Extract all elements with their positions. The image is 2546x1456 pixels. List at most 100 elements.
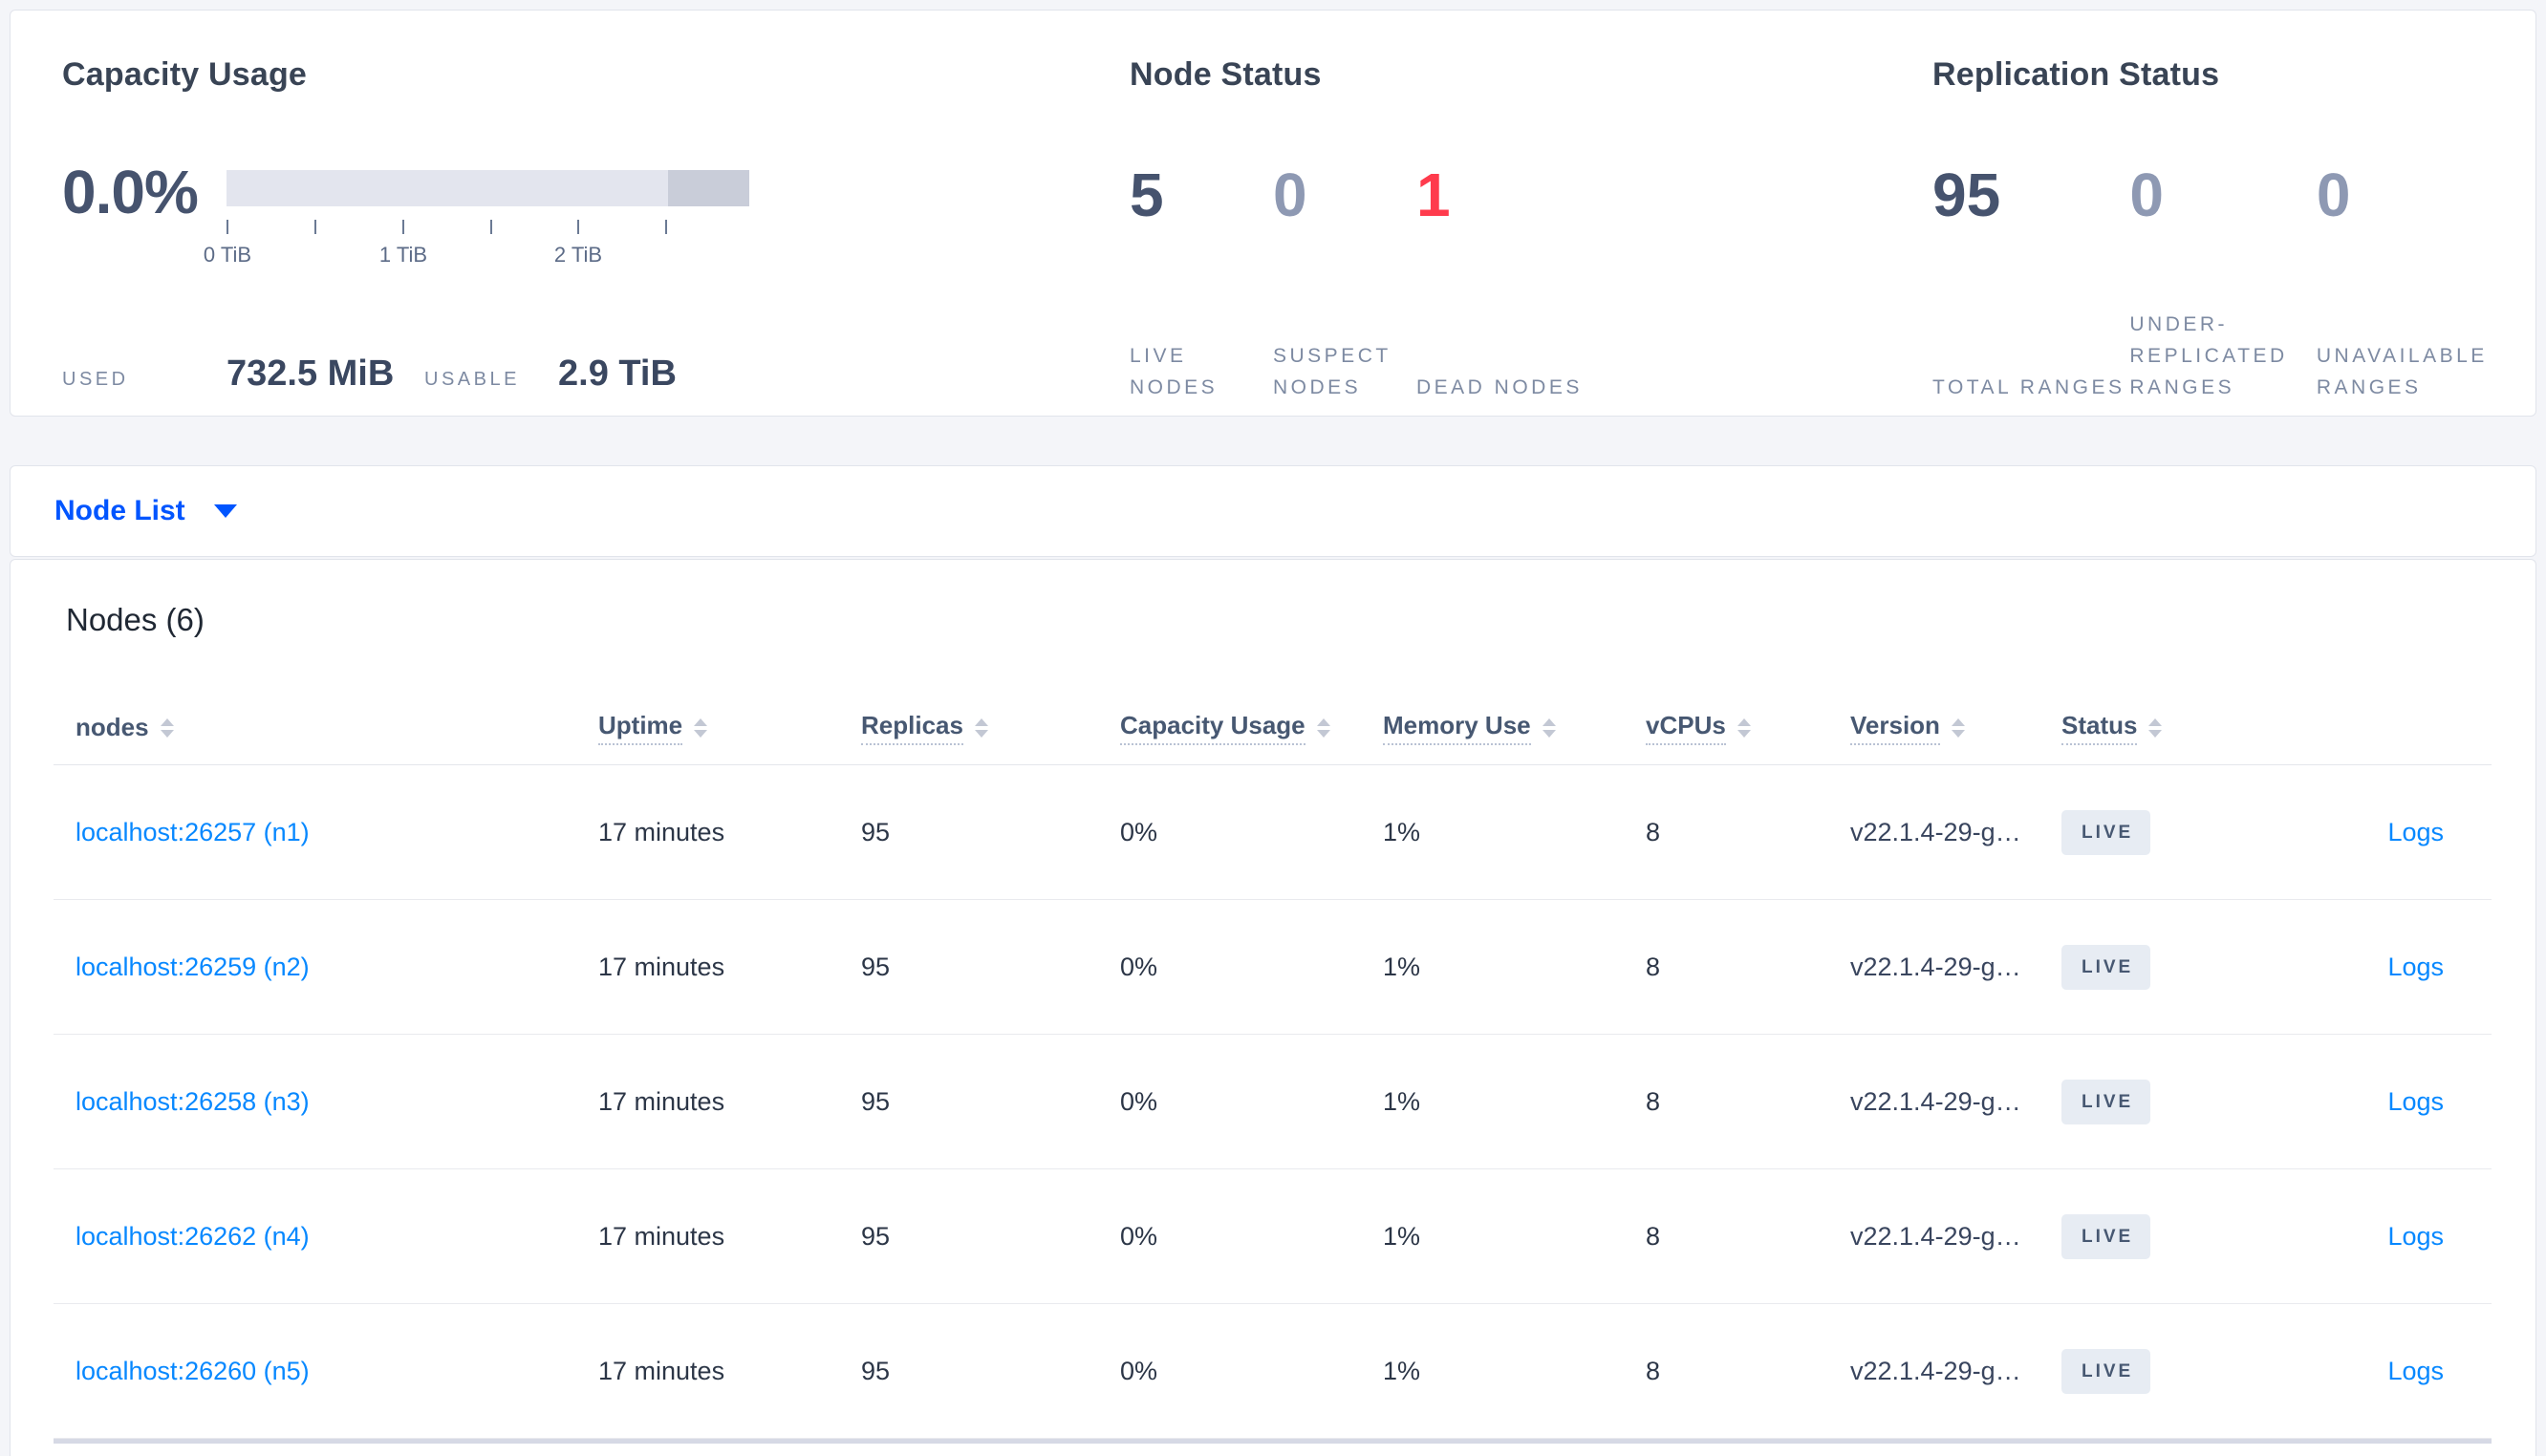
sort-icon[interactable] [694,718,708,738]
node-link[interactable]: localhost:26259 (n2) [76,952,310,981]
total-ranges-count: 95 [1932,161,2001,229]
cell-capacity: 0% [1120,1086,1158,1116]
capacity-bar-reserved-segment [668,170,749,206]
live-nodes-stat: 5 LIVE NODES [1130,157,1273,403]
node-list-dropdown[interactable]: Node List [54,495,237,527]
cell-memory: 1% [1383,817,1421,846]
node-link[interactable]: localhost:26262 (n4) [76,1221,310,1251]
sort-icon[interactable] [1737,718,1751,738]
live-nodes-label: LIVE NODES [1130,345,1219,398]
dead-nodes-label: DEAD NODES [1416,376,1583,398]
nodes-table-header: nodes Uptime Replicas Capacity Usage Mem… [54,638,2492,765]
suspect-nodes-stat: 0 SUSPECT NODES [1273,157,1416,403]
cell-vcpus: 8 [1646,1086,1661,1116]
cell-vcpus: 8 [1646,1356,1661,1385]
logs-link[interactable]: Logs [2387,952,2444,981]
cell-status: LIVE [2061,1213,2291,1259]
sort-icon[interactable] [1951,718,1965,738]
cell-node: localhost:26262 (n4) [76,1222,598,1252]
capacity-percent-value: 0.0% [62,158,199,226]
cell-capacity: 0% [1120,952,1158,981]
column-header-uptime[interactable]: Uptime [598,711,861,745]
cell-node: localhost:26258 (n3) [76,1087,598,1117]
table-row: localhost:26258 (n3) 17 minutes 95 0% 1%… [54,1035,2492,1169]
node-link[interactable]: localhost:26260 (n5) [76,1356,310,1385]
logs-link[interactable]: Logs [2387,1221,2444,1251]
capacity-usage-title: Capacity Usage [62,56,308,93]
cell-uptime: 17 minutes [598,1086,725,1116]
cell-vcpus: 8 [1646,1221,1661,1251]
cell-uptime: 17 minutes [598,1221,725,1251]
cell-vcpus: 8 [1646,817,1661,846]
cell-logs: Logs [2291,953,2492,982]
nodes-table: nodes Uptime Replicas Capacity Usage Mem… [54,638,2492,1444]
cell-uptime: 17 minutes [598,1356,725,1385]
tick-label-0: 0 TiB [203,243,252,267]
cell-uptime: 17 minutes [598,817,725,846]
sort-icon[interactable] [1316,718,1330,738]
cluster-summary-panel: Capacity Usage 0.0% 0 TiB 1 TiB 2 [10,10,2536,417]
cell-logs: Logs [2291,1357,2492,1386]
usable-value: 2.9 TiB [558,353,677,394]
tick-label-1: 1 TiB [378,243,428,267]
status-badge: LIVE [2061,809,2151,855]
column-header-replicas[interactable]: Replicas [861,711,1120,745]
dead-nodes-count: 1 [1416,161,1451,229]
cell-vcpus: 8 [1646,952,1661,981]
node-list-dropdown-label: Node List [54,495,185,526]
sort-icon[interactable] [160,718,174,738]
cell-replicas: 95 [861,1221,891,1251]
nodes-table-title: Nodes (6) [66,602,205,637]
logs-link[interactable]: Logs [2387,817,2444,846]
under-replicated-count: 0 [2129,161,2164,229]
status-badge: LIVE [2061,944,2151,990]
sort-icon[interactable] [974,718,988,738]
node-status-title: Node Status [1130,56,1322,93]
table-row: localhost:26257 (n1) 17 minutes 95 0% 1%… [54,765,2492,900]
cluster-overview-page: Capacity Usage 0.0% 0 TiB 1 TiB 2 [0,10,2546,1456]
under-replicated-stat: 0 UNDER-REPLICATED RANGES [2129,157,2316,403]
cell-replicas: 95 [861,952,891,981]
used-label: USED [62,369,129,390]
node-link[interactable]: localhost:26258 (n3) [76,1086,310,1116]
cell-version: v22.1.4-29-g… [1850,952,2021,981]
view-selector-bar: Node List [10,465,2536,557]
cell-replicas: 95 [861,817,891,846]
cell-status: LIVE [2061,1348,2291,1394]
cell-memory: 1% [1383,952,1421,981]
usable-label: USABLE [424,369,520,390]
tick-label-2: 2 TiB [553,243,603,267]
cell-replicas: 95 [861,1086,891,1116]
cell-status: LIVE [2061,809,2291,855]
column-header-version[interactable]: Version [1850,711,2061,745]
logs-link[interactable]: Logs [2387,1086,2444,1116]
column-header-vcpus[interactable]: vCPUs [1646,711,1850,745]
total-ranges-stat: 95 TOTAL RANGES [1932,157,2129,403]
column-header-status[interactable]: Status [2061,711,2291,745]
suspect-nodes-label: SUSPECT NODES [1273,345,1392,398]
logs-link[interactable]: Logs [2387,1356,2444,1385]
column-header-nodes[interactable]: nodes [76,713,598,745]
dead-nodes-stat: 1 DEAD NODES [1416,157,1646,403]
nodes-table-card: Nodes (6) nodes Uptime Replicas Capacity… [10,559,2536,1456]
node-link[interactable]: localhost:26257 (n1) [76,817,310,846]
chevron-down-icon [213,504,237,518]
status-badge: LIVE [2061,1348,2151,1394]
replication-status-section: Replication Status 95 TOTAL RANGES 0 UND… [1932,56,2544,403]
unavailable-ranges-count: 0 [2316,161,2351,229]
unavailable-ranges-stat: 0 UNAVAILABLE RANGES [2317,157,2544,403]
column-header-memory-use[interactable]: Memory Use [1383,711,1646,745]
unavailable-ranges-label: UNAVAILABLE RANGES [2316,345,2488,398]
cell-memory: 1% [1383,1356,1421,1385]
cell-replicas: 95 [861,1356,891,1385]
capacity-bar-track [227,170,749,206]
cell-version: v22.1.4-29-g… [1850,1221,2021,1251]
sort-icon[interactable] [1542,718,1556,738]
cell-uptime: 17 minutes [598,952,725,981]
cell-node: localhost:26259 (n2) [76,953,598,982]
column-header-capacity-usage[interactable]: Capacity Usage [1120,711,1383,745]
sort-icon[interactable] [2148,718,2163,738]
cell-logs: Logs [2291,1087,2492,1117]
used-value: 732.5 MiB [227,353,395,394]
table-row: localhost:26259 (n2) 17 minutes 95 0% 1%… [54,900,2492,1035]
